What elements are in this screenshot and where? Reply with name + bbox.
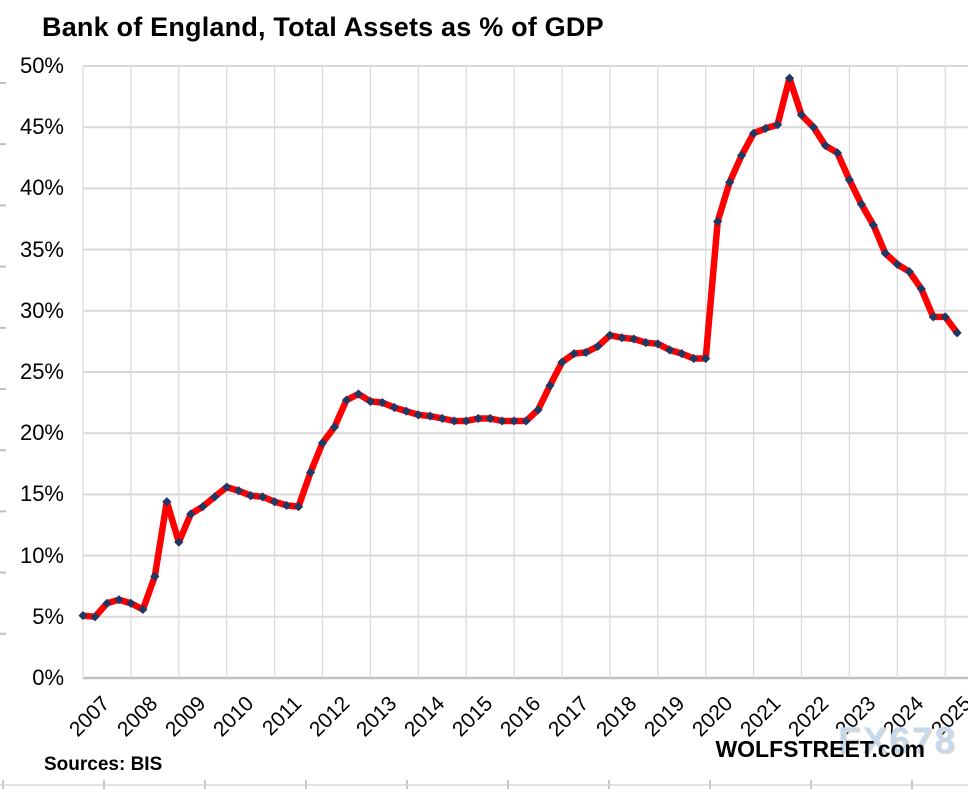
series-marker [425,411,435,421]
source-note: Sources: BIS [44,754,163,775]
series-marker [114,595,124,605]
series-marker [329,422,340,432]
series-marker [186,509,196,519]
series-marker [102,598,112,608]
series-marker [593,341,603,351]
y-axis-label: 45% [19,114,64,140]
series-marker [916,284,926,294]
series-marker [473,413,483,424]
series-marker [796,110,807,120]
wolfstreet-branding: WOLFSTREET.com [715,736,925,762]
series-marker [820,140,831,151]
series-marker [760,123,771,134]
series-marker [832,148,843,158]
series-marker [401,406,411,416]
series-marker [533,405,543,415]
series-marker [293,502,304,512]
series-marker [725,177,735,187]
series-marker [665,345,675,355]
y-axis-label: 15% [19,481,64,507]
series-marker [150,571,160,582]
y-axis-label: 5% [32,603,64,629]
series-marker [353,389,364,399]
series-marker [210,492,220,502]
series-marker [365,396,375,406]
series-marker [880,248,890,258]
series-marker [509,416,519,426]
series-marker [317,438,328,448]
series-marker [749,128,759,138]
series-marker [449,416,459,426]
y-axis-label: 40% [19,175,64,201]
series-marker [904,267,914,277]
series-marker [689,353,699,364]
series-marker [677,349,687,359]
series-marker [138,604,148,615]
series-marker [892,259,902,269]
series-marker [413,410,423,420]
series-marker [521,416,531,426]
series-marker [653,339,663,349]
fx678-watermark: FX678 [838,720,958,761]
series-line [79,74,961,621]
series-marker [641,338,651,348]
series-marker [557,357,567,367]
series-marker [461,416,471,426]
series-marker [545,380,555,391]
series-marker [808,122,819,132]
series-marker [844,175,854,185]
y-axis-label: 25% [19,359,64,384]
y-axis-label: 35% [19,236,64,262]
series-marker [952,328,962,338]
series-marker [581,347,591,358]
series-marker [78,610,88,621]
series-marker [281,500,292,511]
series-marker [569,349,579,359]
series-marker [126,598,136,608]
series-marker [617,333,627,343]
series-marker [784,73,795,83]
series-marker [341,395,352,405]
series-marker [737,150,747,160]
series-marker [772,120,783,130]
series-marker [377,398,387,408]
y-axis-label: 20% [19,420,64,446]
y-axis-label: 0% [32,665,64,690]
series-marker [258,492,268,502]
series-marker [701,353,711,364]
series-marker [222,482,232,492]
series-marker [497,416,507,426]
y-axis-label: 50% [19,53,64,78]
series-marker [629,334,639,344]
series-marker [174,537,184,547]
y-axis-label: 30% [19,297,64,323]
series-marker [90,612,100,622]
y-axis-label: 10% [19,542,64,568]
series-marker [270,497,280,507]
series-marker [485,413,495,424]
series-marker [437,413,447,424]
series-marker [198,502,208,512]
series-marker [713,216,723,227]
series-marker [246,491,256,501]
series-marker [856,199,866,209]
series-marker [305,467,316,477]
series-marker [928,312,938,322]
series-marker [605,330,615,340]
series-marker [162,497,172,507]
series-marker [940,312,950,322]
series-marker [389,402,399,413]
chart-title: Bank of England, Total Assets as % of GD… [42,12,604,42]
series-marker [234,486,244,496]
series-marker [868,220,878,230]
